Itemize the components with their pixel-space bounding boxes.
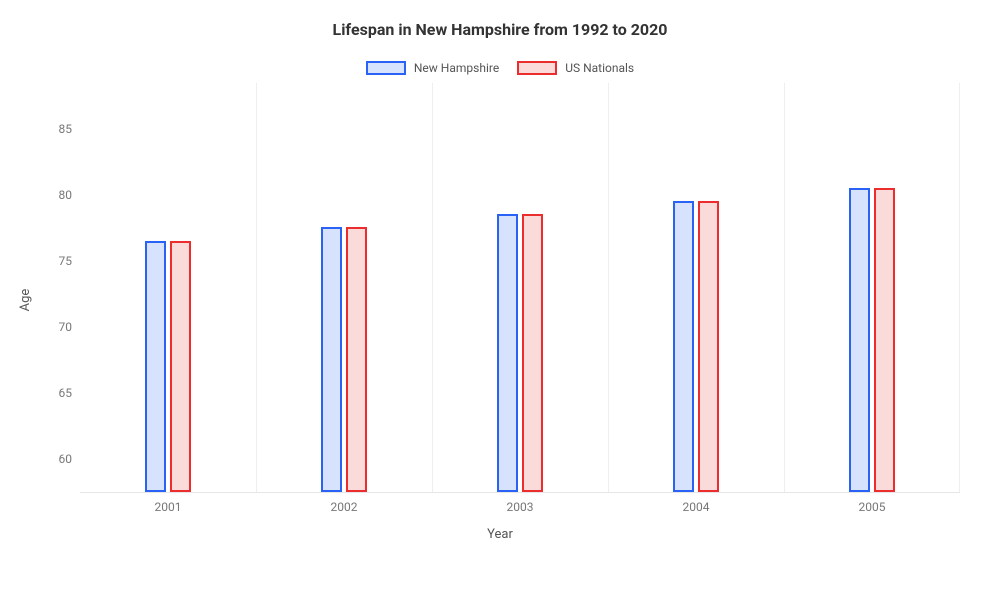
bar bbox=[170, 241, 191, 492]
legend: New Hampshire US Nationals bbox=[20, 61, 980, 75]
x-tick-label: 2002 bbox=[331, 500, 358, 514]
plot-area: 60657075808520012002200320042005 bbox=[80, 83, 960, 493]
gridline-vertical bbox=[784, 83, 785, 492]
bar bbox=[698, 201, 719, 492]
y-tick-label: 85 bbox=[42, 122, 72, 136]
legend-label: US Nationals bbox=[565, 61, 634, 75]
chart-container: Lifespan in New Hampshire from 1992 to 2… bbox=[0, 0, 1000, 600]
legend-swatch bbox=[517, 61, 557, 75]
bar bbox=[522, 214, 543, 492]
y-tick-label: 70 bbox=[42, 320, 72, 334]
plot-area-wrapper: 60657075808520012002200320042005 bbox=[80, 83, 960, 523]
y-tick-label: 80 bbox=[42, 188, 72, 202]
bar bbox=[849, 188, 870, 492]
legend-swatch bbox=[366, 61, 406, 75]
gridline-vertical bbox=[608, 83, 609, 492]
gridline-vertical bbox=[256, 83, 257, 492]
bar bbox=[145, 241, 166, 492]
legend-label: New Hampshire bbox=[414, 61, 499, 75]
legend-item: New Hampshire bbox=[366, 61, 499, 75]
legend-item: US Nationals bbox=[517, 61, 634, 75]
gridline-vertical bbox=[959, 83, 960, 492]
gridline-vertical bbox=[432, 83, 433, 492]
x-axis-label: Year bbox=[20, 527, 980, 542]
bar bbox=[497, 214, 518, 492]
x-tick-label: 2001 bbox=[155, 500, 182, 514]
x-tick-label: 2004 bbox=[683, 500, 710, 514]
chart-title: Lifespan in New Hampshire from 1992 to 2… bbox=[20, 20, 980, 39]
y-tick-label: 75 bbox=[42, 254, 72, 268]
y-tick-label: 60 bbox=[42, 452, 72, 466]
y-tick-label: 65 bbox=[42, 386, 72, 400]
y-axis-label: Age bbox=[18, 289, 33, 312]
bar bbox=[321, 227, 342, 492]
x-tick-label: 2003 bbox=[507, 500, 534, 514]
x-tick-label: 2005 bbox=[859, 500, 886, 514]
bar bbox=[673, 201, 694, 492]
bar bbox=[346, 227, 367, 492]
bar bbox=[874, 188, 895, 492]
